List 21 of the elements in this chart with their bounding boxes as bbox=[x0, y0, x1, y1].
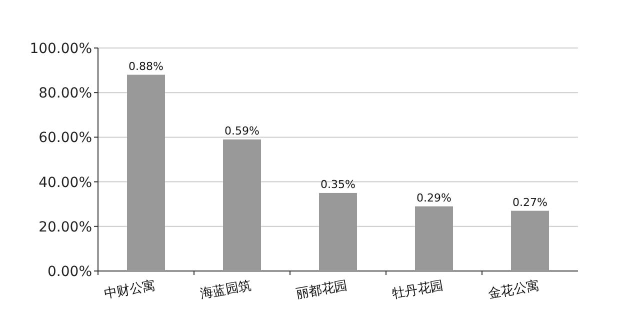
y-tick-label: 100.00% bbox=[30, 41, 92, 57]
data-label: 0.35% bbox=[320, 178, 356, 191]
bar bbox=[319, 192, 357, 271]
x-tick-label: 牡丹花园 bbox=[390, 278, 445, 302]
y-tick-label: 40.00% bbox=[38, 174, 92, 191]
data-label: 0.27% bbox=[512, 196, 548, 209]
x-tick-label: 丽都花园 bbox=[294, 278, 349, 302]
bar bbox=[127, 74, 165, 271]
y-tick-label: 60.00% bbox=[38, 130, 92, 146]
x-tick-label: 海蓝园筑 bbox=[198, 278, 253, 302]
y-tick-label: 20.00% bbox=[38, 219, 92, 236]
x-tick-label: 金花公寓 bbox=[486, 277, 541, 302]
bar bbox=[223, 139, 261, 271]
bar bbox=[415, 206, 453, 271]
x-tick-label: 中财公寓 bbox=[102, 277, 157, 302]
data-label: 0.29% bbox=[416, 191, 452, 204]
bar bbox=[511, 210, 549, 271]
data-label: 0.59% bbox=[224, 124, 260, 138]
y-tick-label: 80.00% bbox=[38, 86, 92, 102]
data-label: 0.88% bbox=[128, 60, 164, 73]
y-tick-label: 0.00% bbox=[48, 264, 92, 280]
